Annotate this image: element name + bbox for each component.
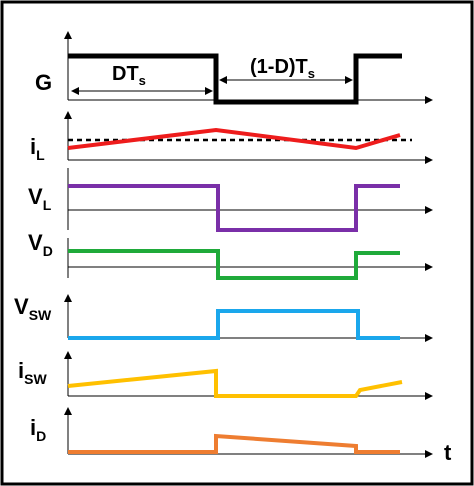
vd-panel: VD (28, 230, 433, 280)
il-panel: iL (30, 111, 433, 164)
il-label: iL (30, 134, 45, 163)
vd-waveform (68, 249, 400, 280)
il-waveform (67, 127, 401, 151)
vsw-label: VSW (14, 294, 52, 323)
time-axis-label: t (444, 440, 452, 465)
vd-label: VD (28, 230, 53, 259)
vl-label: VL (28, 184, 52, 213)
gate-waveform (68, 53, 402, 105)
vsw-panel: VSW (14, 294, 433, 342)
id-label: iD (30, 415, 46, 444)
on-time-annotation: DTs (112, 63, 146, 88)
vl-waveform (68, 184, 400, 232)
gate-label: G (35, 70, 52, 95)
isw-label: iSW (18, 358, 47, 387)
isw-panel: iSW (18, 351, 433, 400)
off-time-annotation: (1-D)Ts (250, 56, 315, 81)
id-panel: iD t (30, 407, 452, 465)
vl-panel: VL (28, 168, 433, 232)
isw-waveform (67, 368, 403, 398)
id-waveform (68, 433, 400, 454)
vsw-waveform (68, 309, 400, 340)
gate-panel: G DTs (1-D)Ts (35, 31, 433, 105)
